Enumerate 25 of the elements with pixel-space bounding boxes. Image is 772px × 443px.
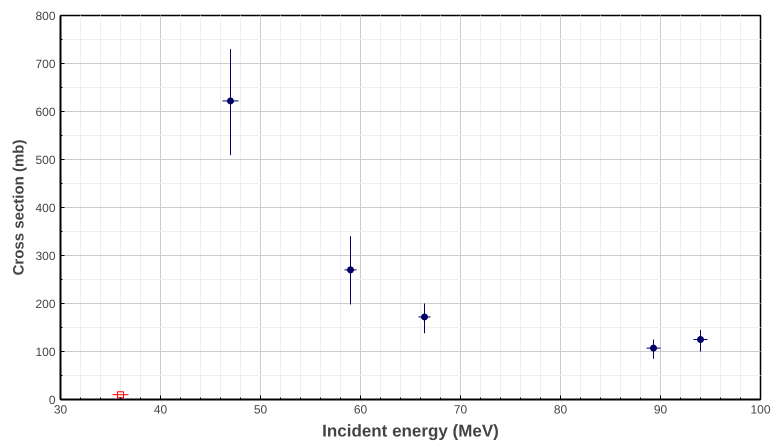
x-tick-label: 70 [454, 402, 468, 416]
y-tick-label: 100 [35, 345, 56, 359]
y-tick-label: 500 [35, 153, 56, 167]
y-tick-label: 200 [35, 297, 56, 311]
x-tick-label: 60 [354, 402, 368, 416]
y-axis-title: Cross section (mb) [10, 140, 28, 276]
x-tick-label: 90 [654, 402, 668, 416]
point [421, 313, 428, 320]
point [347, 266, 354, 274]
y-tick-label: 400 [35, 201, 56, 215]
y-tick-label: 600 [35, 105, 56, 119]
point [650, 344, 657, 352]
x-tick-label: 80 [554, 402, 568, 416]
x-tick-label: 50 [254, 402, 268, 416]
x-tick-label: 30 [54, 402, 68, 416]
point [227, 97, 234, 104]
x-tick-label: 40 [154, 402, 168, 416]
y-tick-label: 700 [35, 57, 56, 71]
x-axis-title: Incident energy (MeV) [322, 422, 499, 440]
point [697, 336, 704, 343]
y-tick-label: 800 [35, 9, 56, 23]
y-tick-label: 300 [35, 249, 56, 263]
point [117, 391, 124, 398]
y-tick-label: 0 [48, 393, 56, 407]
x-tick-label: 100 [750, 402, 771, 416]
